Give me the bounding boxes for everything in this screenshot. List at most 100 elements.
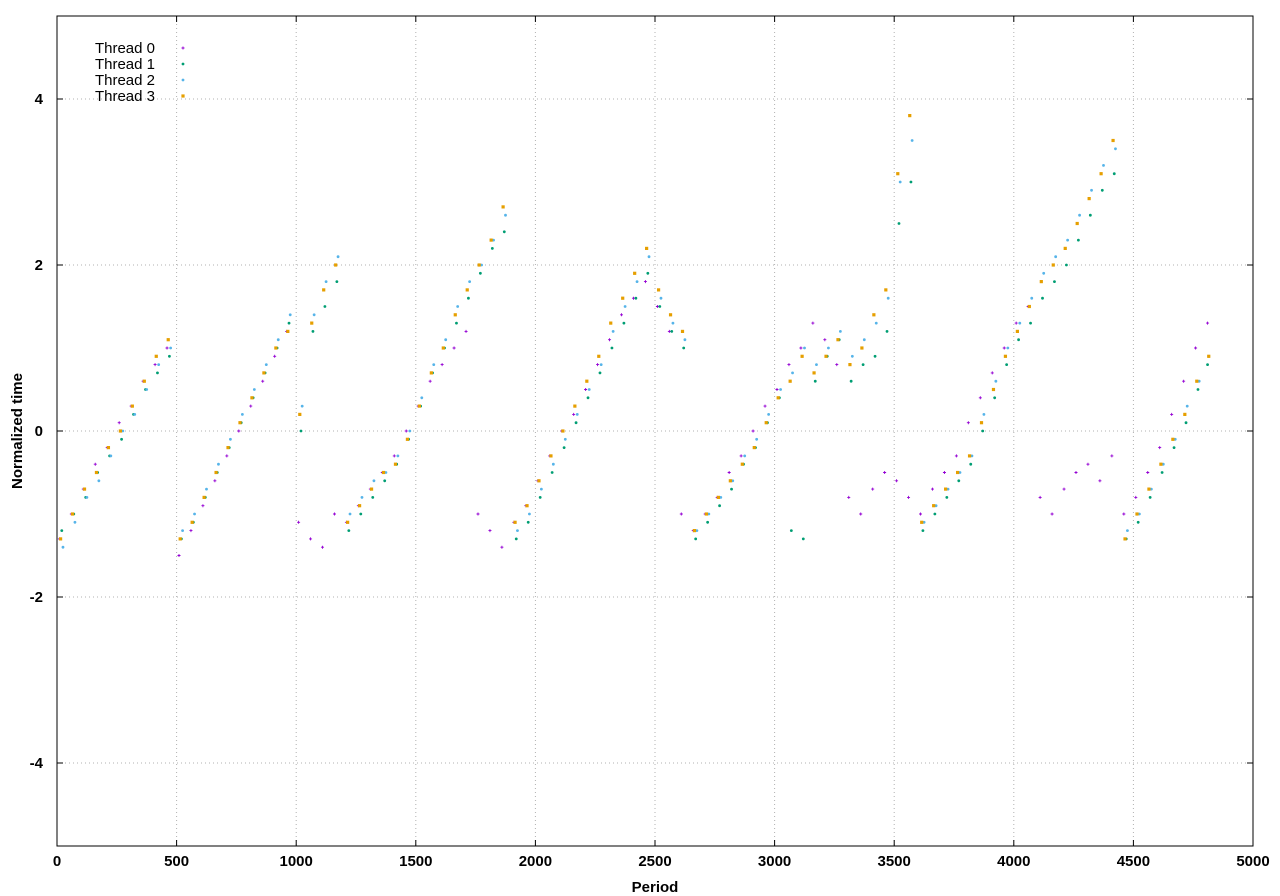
data-point	[1027, 304, 1031, 309]
data-point	[1078, 213, 1081, 217]
data-point	[776, 396, 780, 400]
data-point	[1146, 471, 1150, 474]
data-point	[455, 321, 458, 325]
data-point	[1161, 462, 1165, 466]
data-point	[908, 114, 912, 118]
data-point	[788, 379, 792, 383]
data-point	[214, 470, 218, 475]
data-point	[264, 363, 268, 366]
x-axis-label: Period	[632, 879, 679, 896]
data-point	[298, 412, 302, 416]
data-point	[656, 288, 661, 292]
data-point	[73, 520, 77, 524]
data-point	[945, 496, 949, 499]
data-point	[168, 354, 171, 358]
data-point	[94, 470, 99, 475]
data-point	[1160, 471, 1164, 474]
data-point	[706, 520, 710, 524]
data-point	[490, 247, 494, 250]
data-point	[513, 520, 517, 524]
data-point	[597, 354, 601, 358]
data-point	[966, 421, 970, 425]
data-point	[993, 396, 997, 400]
data-point	[1090, 188, 1093, 192]
data-point	[764, 421, 768, 425]
data-point	[848, 363, 852, 367]
data-point	[165, 346, 169, 350]
data-point	[611, 330, 615, 333]
data-point	[359, 512, 363, 516]
data-point	[480, 263, 483, 267]
data-point	[1134, 495, 1138, 499]
data-point	[405, 437, 410, 441]
data-point	[1112, 172, 1116, 176]
x-tick-label: 3500	[878, 853, 911, 870]
data-point	[763, 404, 767, 408]
data-point	[990, 371, 994, 375]
data-point	[1194, 346, 1198, 350]
data-point	[967, 454, 972, 458]
data-point	[907, 495, 911, 499]
data-point	[106, 446, 111, 450]
data-point	[970, 454, 974, 458]
data-point	[731, 479, 735, 483]
data-point	[334, 263, 338, 267]
data-point	[311, 330, 315, 333]
data-point	[586, 396, 590, 400]
data-point	[969, 462, 973, 466]
data-point	[728, 479, 732, 483]
data-point	[598, 371, 602, 375]
data-point	[646, 271, 650, 275]
data-point	[357, 504, 362, 508]
data-point	[420, 396, 424, 400]
data-point	[456, 305, 460, 308]
data-point	[704, 512, 709, 516]
data-point	[994, 379, 998, 383]
data-point	[514, 537, 518, 541]
data-point	[575, 413, 579, 416]
data-point	[849, 379, 853, 383]
data-point	[659, 296, 663, 300]
data-point	[525, 504, 529, 508]
data-point	[982, 413, 986, 416]
data-point	[668, 313, 673, 317]
legend-marker-thread-0	[181, 46, 185, 50]
data-point	[727, 471, 731, 474]
data-point	[1102, 164, 1105, 167]
data-point	[752, 446, 756, 450]
data-point	[1172, 446, 1176, 449]
data-point	[1111, 138, 1115, 143]
y-tick-label: -2	[30, 589, 43, 606]
data-point	[309, 537, 313, 541]
data-point	[609, 321, 613, 325]
data-point	[933, 512, 937, 516]
data-point	[692, 529, 697, 533]
data-point	[958, 471, 962, 474]
data-point	[93, 462, 97, 466]
data-point	[262, 371, 266, 375]
data-point	[873, 354, 877, 358]
data-point	[528, 512, 531, 516]
data-point	[97, 479, 101, 483]
data-point	[954, 454, 958, 458]
data-point	[562, 446, 566, 449]
data-point	[1014, 321, 1018, 325]
data-point	[444, 338, 448, 342]
data-point	[1135, 512, 1139, 516]
data-point	[1003, 354, 1008, 358]
data-point	[683, 338, 687, 342]
data-point	[1206, 363, 1209, 366]
data-point	[920, 520, 924, 524]
data-point	[838, 330, 842, 333]
data-point	[346, 520, 350, 524]
data-point	[561, 429, 565, 433]
data-point	[979, 421, 984, 425]
data-point	[1136, 520, 1140, 524]
data-point	[348, 512, 352, 516]
data-point	[695, 529, 699, 532]
data-point	[549, 454, 553, 458]
data-point	[1075, 221, 1079, 226]
data-point	[1038, 495, 1042, 499]
data-point	[312, 313, 316, 317]
data-point	[1148, 496, 1152, 499]
